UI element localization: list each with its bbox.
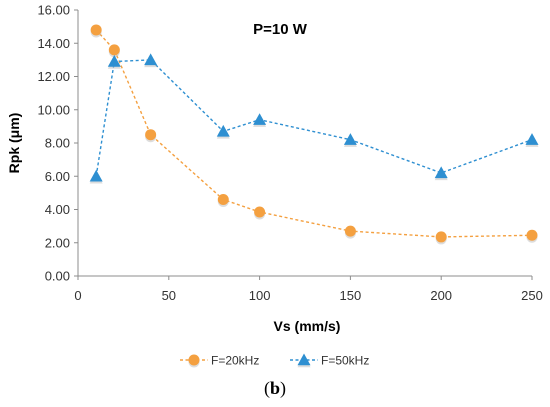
y-tick-label: 12.00 bbox=[37, 69, 70, 84]
x-tick-labels: 0 50 100 150 200 250 bbox=[74, 276, 543, 303]
series-0 bbox=[90, 24, 538, 245]
y-tick-label: 16.00 bbox=[37, 3, 70, 18]
series-line bbox=[95, 59, 533, 177]
x-tick-label: 100 bbox=[249, 288, 271, 303]
legend-label: F=20kHz bbox=[211, 354, 259, 368]
axes bbox=[77, 10, 532, 277]
data-point bbox=[89, 169, 103, 182]
data-point bbox=[435, 231, 447, 243]
series-group bbox=[89, 24, 539, 245]
y-tick-label: 8.00 bbox=[45, 136, 70, 151]
y-tick-label: 10.00 bbox=[37, 102, 70, 117]
x-tick-label: 250 bbox=[521, 288, 543, 303]
x-tick-label: 0 bbox=[74, 288, 81, 303]
data-point bbox=[216, 124, 230, 137]
y-tick-label: 6.00 bbox=[45, 169, 70, 184]
series-line bbox=[95, 29, 533, 238]
legend: F=20kHz F=50kHz bbox=[180, 353, 369, 368]
series-1 bbox=[89, 53, 539, 184]
data-point bbox=[145, 129, 157, 141]
data-point bbox=[90, 24, 102, 36]
data-point bbox=[253, 113, 267, 125]
legend-marker bbox=[297, 353, 311, 366]
data-point bbox=[107, 55, 121, 67]
data-point bbox=[526, 229, 538, 241]
data-point bbox=[344, 225, 356, 237]
x-tick-label: 50 bbox=[162, 288, 176, 303]
y-tick-label: 0.00 bbox=[45, 269, 70, 284]
data-point bbox=[343, 133, 357, 145]
legend-label: F=50kHz bbox=[321, 354, 369, 368]
x-axis-label: Vs (mm/s) bbox=[274, 318, 341, 334]
data-point bbox=[525, 133, 539, 145]
chart-title: P=10 W bbox=[253, 21, 308, 38]
x-tick-label: 150 bbox=[340, 288, 362, 303]
caption-open-paren: ( bbox=[264, 378, 270, 399]
caption-close-paren: ) bbox=[280, 378, 286, 399]
y-tick-label: 2.00 bbox=[45, 235, 70, 250]
data-point bbox=[108, 44, 120, 56]
y-axis-label: Rpk (μm) bbox=[6, 113, 22, 174]
legend-item: F=20kHz bbox=[180, 354, 259, 368]
caption-letter: b bbox=[270, 378, 280, 398]
x-tick-label: 200 bbox=[430, 288, 452, 303]
y-tick-label: 14.00 bbox=[37, 36, 70, 51]
legend-item: F=50kHz bbox=[290, 353, 369, 368]
data-point bbox=[217, 194, 229, 206]
figure-caption: (b) bbox=[264, 378, 286, 399]
y-tick-labels: 0.00 2.00 4.00 6.00 8.00 10.00 12.00 14.00 16.00 bbox=[37, 3, 78, 284]
data-point bbox=[254, 206, 266, 218]
legend-marker bbox=[188, 354, 200, 366]
y-tick-label: 4.00 bbox=[45, 202, 70, 217]
data-point bbox=[434, 166, 448, 179]
data-point bbox=[144, 53, 158, 66]
